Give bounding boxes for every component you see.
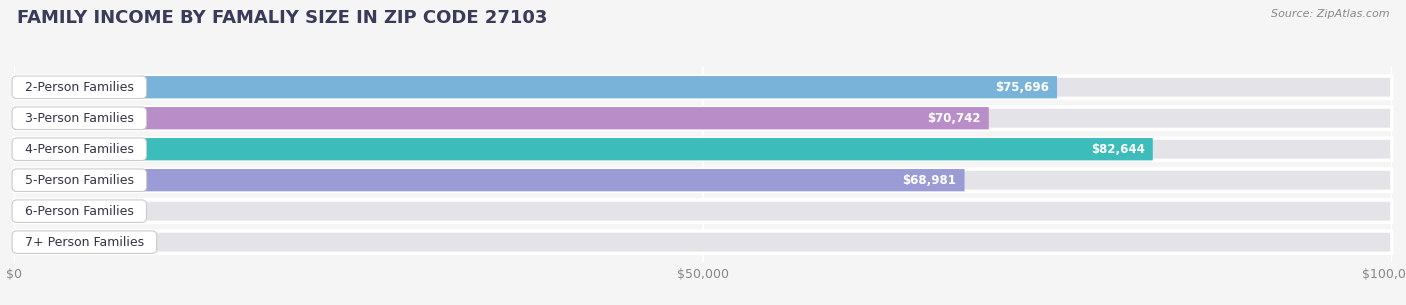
FancyBboxPatch shape — [14, 169, 1392, 191]
Text: 6-Person Families: 6-Person Families — [17, 205, 142, 218]
FancyBboxPatch shape — [14, 138, 1153, 160]
FancyBboxPatch shape — [14, 169, 965, 191]
Text: $75,696: $75,696 — [995, 81, 1049, 94]
Text: FAMILY INCOME BY FAMALIY SIZE IN ZIP CODE 27103: FAMILY INCOME BY FAMALIY SIZE IN ZIP COD… — [17, 9, 547, 27]
Text: $68,981: $68,981 — [903, 174, 956, 187]
Text: 7+ Person Families: 7+ Person Families — [17, 236, 152, 249]
Text: $0: $0 — [72, 205, 89, 218]
Text: 5-Person Families: 5-Person Families — [17, 174, 142, 187]
Text: 4-Person Families: 4-Person Families — [17, 143, 142, 156]
FancyBboxPatch shape — [14, 76, 1057, 99]
FancyBboxPatch shape — [14, 107, 1392, 129]
Text: Source: ZipAtlas.com: Source: ZipAtlas.com — [1271, 9, 1389, 19]
Text: 3-Person Families: 3-Person Families — [17, 112, 142, 125]
Text: $0: $0 — [72, 236, 89, 249]
FancyBboxPatch shape — [14, 76, 1392, 99]
FancyBboxPatch shape — [14, 200, 55, 222]
Text: 2-Person Families: 2-Person Families — [17, 81, 142, 94]
FancyBboxPatch shape — [14, 138, 1392, 160]
FancyBboxPatch shape — [14, 200, 1392, 222]
FancyBboxPatch shape — [14, 231, 55, 253]
Text: $70,742: $70,742 — [927, 112, 980, 125]
Text: $82,644: $82,644 — [1091, 143, 1144, 156]
FancyBboxPatch shape — [14, 231, 1392, 253]
FancyBboxPatch shape — [14, 107, 988, 129]
